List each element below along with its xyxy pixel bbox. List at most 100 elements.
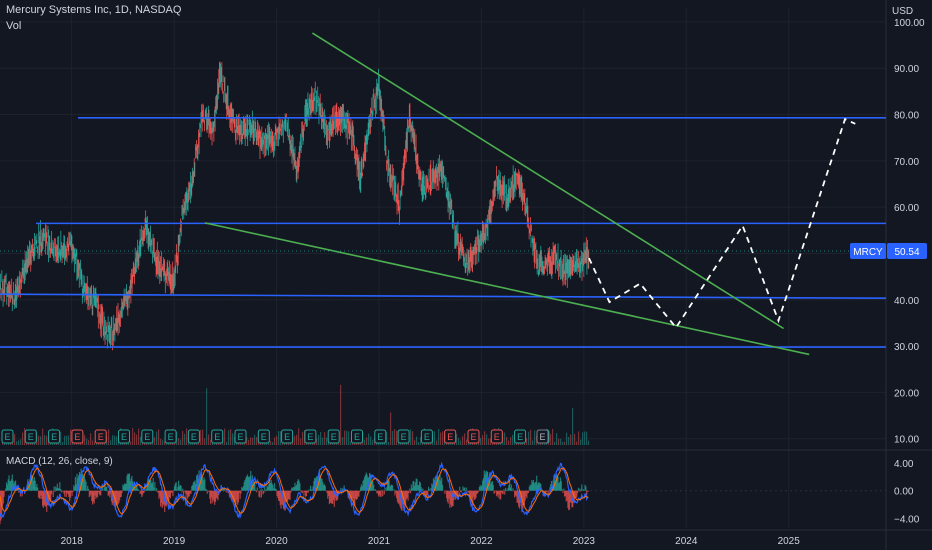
volume-bar — [396, 430, 398, 445]
volume-bar — [278, 430, 280, 445]
earnings-marker — [234, 429, 247, 444]
earnings-marker — [420, 429, 433, 444]
volume-bar — [24, 428, 26, 445]
time-tick-label: 2022 — [470, 536, 493, 547]
volume-bar — [276, 435, 278, 445]
earnings-marker-label: E — [121, 432, 127, 442]
volume-bar — [566, 432, 568, 445]
earnings-marker — [164, 429, 177, 444]
symbol-badge-label: MRCY — [853, 247, 883, 258]
volume-bar — [418, 441, 420, 445]
volume-bar — [484, 431, 486, 445]
price-tick-label: 70.00 — [894, 157, 919, 168]
earnings-marker — [118, 429, 130, 444]
volume-bar — [18, 440, 20, 445]
price-badge-label: 50.54 — [894, 247, 919, 258]
price-tick-label: 60.00 — [894, 203, 919, 214]
projection-path — [588, 117, 856, 330]
earnings-marker-label: E — [377, 432, 383, 442]
volume-bar — [112, 435, 114, 445]
earnings-marker — [490, 429, 503, 444]
volume-bar — [558, 438, 560, 445]
volume-bar — [364, 439, 366, 445]
earnings-marker-label: E — [28, 432, 34, 442]
volume-bar — [44, 435, 46, 445]
volume-bar — [504, 432, 506, 445]
volume-bar — [228, 430, 230, 445]
volume-bar — [512, 434, 514, 445]
volume-bar — [302, 431, 304, 445]
volume-bar — [570, 434, 572, 445]
trendline — [311, 32, 784, 330]
earnings-marker — [467, 429, 480, 444]
earnings-marker-label: E — [144, 432, 150, 442]
volume-bar — [460, 440, 462, 445]
volume-bar — [42, 428, 44, 445]
volume-bar — [530, 429, 532, 445]
price-tick-label: 30.00 — [894, 342, 919, 353]
volume-bar — [140, 436, 142, 445]
earnings-marker-label: E — [331, 432, 337, 442]
macd-label: MACD (12, 26, close, 9) — [6, 456, 113, 467]
volume-bar — [178, 438, 180, 445]
volume-bar — [60, 431, 62, 445]
volume-bar — [414, 440, 416, 445]
earnings-marker-label: E — [4, 432, 10, 442]
volume-bar — [462, 436, 464, 445]
volume-bar — [232, 433, 234, 445]
symbol-badge — [850, 242, 886, 259]
volume-bar — [486, 434, 488, 445]
volume-bar — [554, 441, 556, 445]
earnings-marker — [327, 429, 340, 444]
volume-bar — [510, 437, 512, 445]
volume-bar — [14, 434, 16, 445]
volume-bar — [254, 434, 256, 445]
volume-bar — [392, 430, 394, 445]
volume-bar — [204, 438, 206, 445]
volume-bar — [200, 429, 202, 445]
macd-tick-label: −4.00 — [894, 514, 920, 525]
volume-bar — [248, 439, 250, 445]
earnings-marker — [444, 429, 457, 444]
volume-bar — [366, 437, 368, 445]
earnings-marker-label: E — [401, 432, 407, 442]
price-axis: USD100.0090.0080.0070.0060.0050.0040.003… — [892, 6, 925, 525]
earnings-marker-label: E — [284, 432, 290, 442]
volume-bar — [202, 429, 204, 445]
earnings-marker-label: E — [191, 432, 197, 442]
volume-bar — [116, 436, 118, 445]
volume-bar — [572, 408, 574, 445]
earnings-marker — [211, 429, 224, 444]
earnings-marker-label: E — [168, 432, 174, 442]
macd-panel — [0, 461, 886, 525]
time-tick-label: 2021 — [368, 536, 391, 547]
volume-bar — [442, 431, 444, 445]
volume-bar — [582, 432, 584, 445]
volume-bar — [550, 433, 552, 445]
earnings-marker — [1, 429, 14, 444]
earnings-marker — [374, 429, 387, 444]
volume-bar — [326, 437, 328, 445]
volume-bar — [274, 437, 276, 445]
volume-bar — [250, 437, 252, 445]
macd-line — [0, 461, 589, 520]
volume-bar — [316, 438, 318, 445]
volume-bar — [420, 437, 422, 445]
volume-bar — [272, 441, 274, 445]
volume-bar — [92, 440, 94, 445]
earnings-marker-label: E — [237, 432, 243, 442]
volume-bar — [370, 436, 372, 445]
volume-bar — [526, 438, 528, 445]
price-tick-label: 10.00 — [894, 435, 919, 446]
earnings-marker-label: E — [424, 432, 430, 442]
volume-bar — [206, 388, 208, 445]
earnings-marker — [48, 429, 61, 444]
time-axis: 2018 2019 2020 2021 2022 2023 2024 2025 — [61, 536, 801, 547]
earnings-marker — [397, 429, 410, 444]
volume-bar — [164, 441, 166, 445]
earnings-marker — [71, 429, 84, 444]
volume-bar — [410, 429, 412, 445]
volume-bar — [416, 436, 418, 445]
earnings-marker-label: E — [214, 432, 220, 442]
